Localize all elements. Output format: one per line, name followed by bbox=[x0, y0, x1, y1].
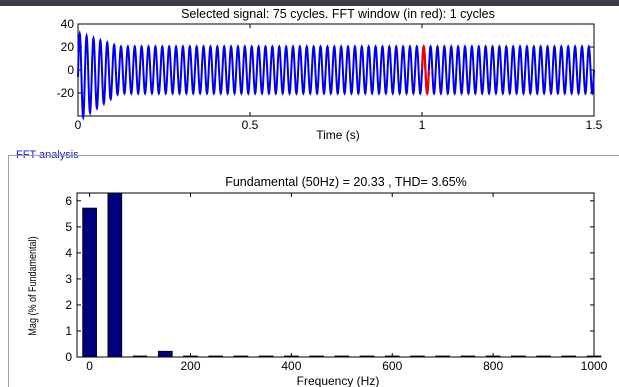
fft-y-tick-label: 1 bbox=[65, 324, 72, 338]
signal-x-tick-label: 1 bbox=[419, 118, 426, 132]
fft-bar bbox=[435, 355, 451, 358]
fft-bar bbox=[586, 355, 602, 358]
signal-y-tick-label: 20 bbox=[61, 40, 75, 54]
fft-bar bbox=[284, 355, 299, 358]
fft-x-tick-label: 800 bbox=[483, 359, 503, 373]
fft-plot-title: Fundamental (50Hz) = 20.33 , THD= 3.65% bbox=[225, 175, 467, 189]
fft-x-tick-label: 1000 bbox=[581, 359, 608, 373]
signal-x-tick-label: 0.5 bbox=[242, 118, 259, 132]
fft-bar bbox=[258, 355, 274, 358]
signal-plot-axes[interactable]: 0 0.5 1 1.5 40 20 0 -20 bbox=[57, 17, 603, 132]
fft-y-tick-label: 3 bbox=[65, 272, 72, 286]
fft-bar bbox=[157, 350, 173, 358]
fft-bar bbox=[183, 355, 198, 358]
fft-x-axis-label: Frequency (Hz) bbox=[297, 374, 380, 387]
signal-series-line bbox=[77, 29, 595, 121]
fft-bar bbox=[82, 207, 97, 358]
fft-plot-axes[interactable]: 0 200 400 600 800 1000 0 1 2 3 4 5 6 bbox=[65, 192, 608, 373]
signal-y-tick-label: 0 bbox=[67, 63, 74, 77]
fft-bar bbox=[460, 355, 476, 358]
fft-bar bbox=[561, 355, 577, 358]
fft-bar bbox=[511, 355, 526, 358]
fft-bar bbox=[334, 355, 350, 358]
signal-plot-title: Selected signal: 75 cycles. FFT window (… bbox=[181, 7, 495, 21]
signal-x-tick-label: 0 bbox=[75, 118, 82, 132]
fft-y-axis-label: Mag (% of Fundamental) bbox=[27, 236, 39, 335]
fft-y-tick-label: 6 bbox=[65, 194, 72, 208]
fft-y-tick-label: 2 bbox=[65, 298, 72, 312]
fft-bar bbox=[309, 355, 324, 358]
window-top-strip bbox=[0, 0, 619, 6]
fft-bar bbox=[132, 355, 148, 358]
fft-y-tick-label: 5 bbox=[65, 220, 72, 234]
fft-plot-area bbox=[76, 192, 595, 358]
fft-x-tick-label: 400 bbox=[281, 359, 301, 373]
fft-bar bbox=[208, 355, 224, 358]
signal-y-tick-label: 40 bbox=[61, 17, 75, 31]
fft-x-tick-label: 600 bbox=[382, 359, 402, 373]
fft-bar bbox=[410, 355, 425, 358]
fft-window-segment bbox=[420, 44, 430, 96]
fft-bar bbox=[485, 355, 501, 358]
fft-x-tick-label: 0 bbox=[86, 359, 93, 373]
fft-bar bbox=[359, 355, 375, 358]
fft-bar bbox=[384, 355, 400, 358]
signal-x-tick-label: 1.5 bbox=[586, 118, 603, 132]
fft-bar bbox=[233, 355, 249, 358]
signal-y-tick-label: -20 bbox=[57, 86, 75, 100]
fft-y-tick-label: 0 bbox=[65, 350, 72, 364]
fft-x-tick-label: 200 bbox=[180, 359, 200, 373]
fft-bar bbox=[536, 355, 551, 358]
fft-bar bbox=[107, 192, 123, 358]
signal-x-axis-label: Time (s) bbox=[316, 128, 360, 142]
fft-y-tick-label: 4 bbox=[65, 246, 72, 260]
